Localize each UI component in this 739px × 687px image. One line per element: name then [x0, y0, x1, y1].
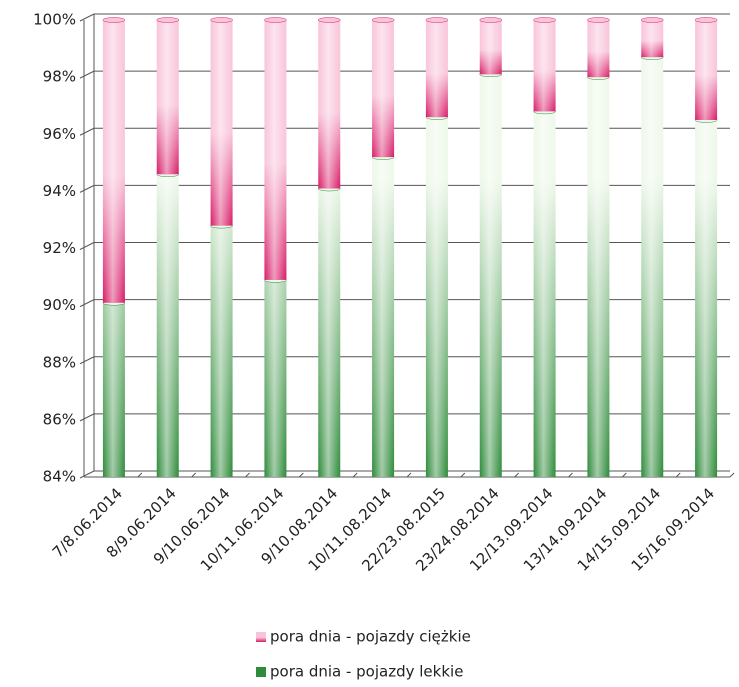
x-tick-mark: [352, 472, 358, 478]
y-tick-label: 86%: [43, 410, 76, 428]
bar-cap: [102, 17, 126, 23]
tick-mark: [79, 242, 95, 250]
x-tick-mark: [406, 472, 412, 478]
y-tick-label: 90%: [43, 296, 76, 314]
bar-shine: [479, 74, 502, 478]
bar-shine: [587, 20, 610, 78]
legend-label: pora dnia - pojazdy ciężkie: [270, 628, 471, 646]
bar-shine: [533, 20, 556, 112]
tick-mark: [79, 13, 95, 22]
tick-mark: [79, 470, 95, 479]
y-tick-label: 96%: [43, 125, 76, 143]
tick-mark: [79, 356, 95, 365]
bar-cap: [533, 17, 556, 23]
bar-shine: [695, 119, 718, 477]
x-tick-mark: [460, 472, 466, 478]
tick-mark: [79, 299, 95, 308]
y-tick-label: 100%: [33, 11, 76, 29]
bar-shine: [587, 77, 610, 477]
y-tick-label: 98%: [43, 68, 76, 86]
legend-swatch: [256, 667, 266, 677]
x-tick-mark: [137, 472, 143, 478]
bar-shine: [533, 111, 556, 478]
bar-cap: [425, 17, 449, 23]
bar-shine: [318, 20, 341, 189]
bar-shine: [425, 117, 448, 478]
x-tick-mark: [298, 472, 304, 478]
x-tick-mark: [514, 472, 520, 478]
bar-cap: [264, 17, 287, 23]
bar-shine: [156, 20, 179, 175]
bar-shine: [102, 302, 125, 477]
bar-shine: [372, 20, 395, 158]
y-tick-label: 88%: [43, 353, 76, 371]
legend-swatch: [256, 632, 266, 642]
bar-shine: [425, 20, 448, 118]
tick-mark: [79, 184, 95, 193]
bar-cap: [694, 17, 718, 23]
bar-cap: [479, 17, 502, 23]
bar-shine: [641, 57, 664, 477]
legend-label: pora dnia - pojazdy lekkie: [270, 663, 463, 681]
bar-shine: [264, 279, 287, 477]
bar-cap: [641, 17, 664, 23]
bar-shine: [156, 174, 179, 478]
bar-shine: [210, 225, 233, 477]
bar-shine: [210, 20, 233, 226]
tick-mark: [79, 70, 95, 79]
bar-shine: [264, 20, 287, 280]
bar-cap: [156, 17, 179, 23]
x-tick-mark: [191, 472, 197, 478]
y-tick-label: 92%: [43, 239, 76, 257]
bar-shine: [102, 20, 125, 303]
bar-shine: [695, 20, 718, 120]
bar-cap: [318, 17, 341, 23]
tick-mark: [79, 127, 95, 136]
x-tick-mark: [568, 472, 573, 478]
y-tick-label: 84%: [43, 468, 76, 486]
bar-shine: [372, 157, 395, 477]
y-tick-label: 94%: [43, 182, 76, 200]
x-tick-mark: [729, 472, 735, 478]
bar-shine: [318, 188, 341, 478]
x-tick-mark: [675, 472, 681, 478]
bar-cap: [371, 17, 395, 23]
tick-mark: [79, 413, 95, 422]
bar-cap: [587, 17, 610, 23]
bar-shine: [479, 20, 502, 75]
x-tick-mark: [245, 472, 250, 478]
x-tick-mark: [621, 472, 627, 478]
bar-cap: [210, 17, 233, 23]
bar-shine: [641, 20, 664, 58]
